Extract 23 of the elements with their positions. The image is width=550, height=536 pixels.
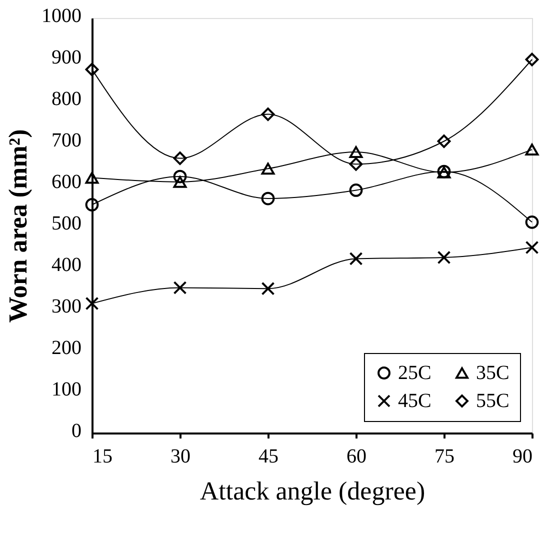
- y-axis-title: Worn area (mm²): [4, 129, 32, 323]
- y-tick-label: 0: [72, 420, 82, 442]
- x-tick-label: 30: [170, 446, 190, 468]
- legend-label: 45C: [398, 390, 432, 412]
- y-tick-label: 700: [52, 129, 82, 152]
- legend-label: 25C: [398, 362, 432, 384]
- x-tick-label: 45: [258, 446, 278, 468]
- legend-label: 35C: [476, 362, 510, 384]
- x-tick-label: 90: [512, 446, 532, 468]
- y-tick-label: 300: [52, 295, 82, 318]
- x-tick-label: 75: [434, 446, 454, 468]
- y-tick-label: 1000: [42, 4, 82, 27]
- y-tick-label: 600: [52, 170, 82, 193]
- y-tick-label: 800: [52, 88, 82, 110]
- y-tick-label: 200: [52, 336, 82, 359]
- legend-label: 55C: [476, 390, 510, 412]
- x-tick-label: 60: [346, 446, 366, 468]
- x-tick-label: 15: [92, 446, 112, 468]
- y-tick-label: 400: [52, 254, 82, 276]
- y-tick-label: 500: [52, 212, 82, 234]
- x-axis-title: Attack angle (degree): [200, 476, 426, 506]
- y-tick-label: 900: [52, 46, 82, 68]
- y-tick-label: 100: [52, 378, 82, 400]
